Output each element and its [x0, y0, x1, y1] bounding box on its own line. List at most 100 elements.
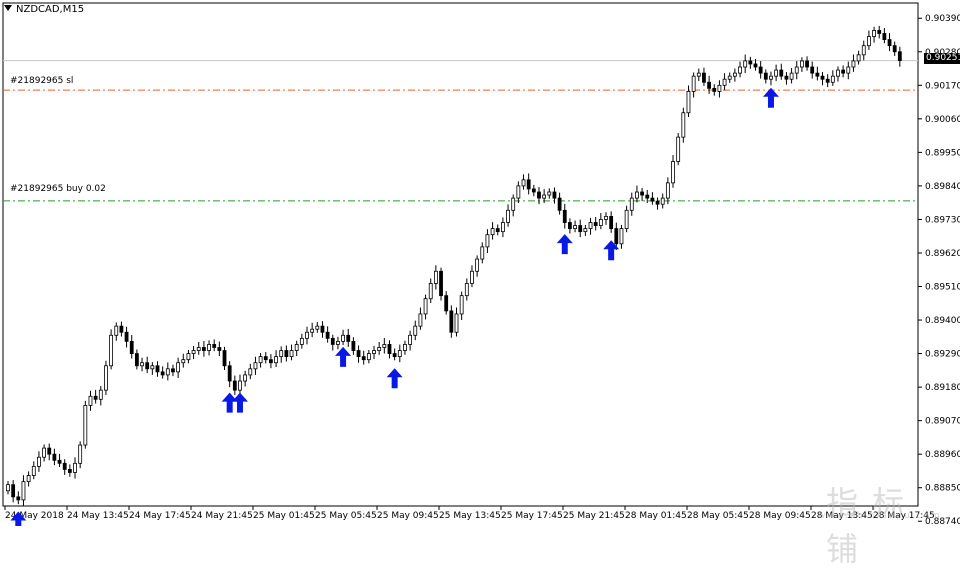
candle-body: [722, 78, 727, 86]
symbol-title[interactable]: NZDCAD,M15: [4, 4, 84, 15]
y-tick-label: 0.89840: [925, 182, 960, 192]
candle-body: [140, 362, 144, 367]
candle-body: [336, 340, 340, 345]
y-tick-label: 0.90170: [925, 81, 960, 91]
candle-body: [449, 310, 454, 333]
candle-body: [454, 313, 459, 333]
candle-body: [542, 194, 547, 199]
candle-body: [897, 51, 902, 62]
x-tick-label: 25 May 09:45: [377, 511, 439, 521]
candle-body: [738, 66, 742, 74]
watermark: 指标铺: [826, 484, 919, 568]
y-tick-label: 0.88850: [925, 484, 960, 494]
candle-body: [521, 179, 526, 187]
candle-body: [325, 331, 330, 339]
candle-body: [717, 84, 722, 92]
dropdown-triangle-icon[interactable]: [4, 5, 12, 11]
candle-body: [552, 191, 557, 199]
candle-body: [11, 484, 16, 498]
candle-body: [315, 325, 320, 330]
candle-body: [26, 475, 31, 483]
y-tick-label: 0.90280: [925, 48, 960, 58]
candle-body: [263, 356, 268, 361]
candle-body: [181, 359, 186, 364]
candle-body: [37, 456, 41, 467]
candle-body: [165, 368, 170, 376]
candle-body: [624, 209, 629, 229]
candle-body: [676, 136, 681, 162]
candle-body: [820, 75, 825, 80]
candle-body: [124, 331, 129, 342]
y-tick-label: 0.88960: [925, 450, 960, 460]
candle-body: [418, 313, 423, 327]
candle-body: [485, 234, 490, 248]
candle-body: [655, 200, 660, 205]
candle-body: [42, 447, 46, 458]
candle-body: [799, 60, 804, 68]
candle-body: [573, 225, 577, 229]
candle-body: [227, 365, 232, 382]
candle-body: [867, 36, 871, 47]
candle-body: [238, 380, 242, 391]
candle-body: [320, 325, 325, 333]
candle-body: [284, 350, 289, 358]
y-tick-label: 0.89510: [925, 283, 960, 293]
candle-body: [578, 225, 583, 233]
candle-body: [789, 72, 794, 80]
candle-body: [645, 194, 650, 199]
x-tick-label: 24 May 17:45: [129, 511, 191, 521]
candle-body: [109, 334, 114, 367]
candle-body: [887, 39, 892, 47]
candle-body: [861, 45, 866, 56]
candle-body: [289, 350, 294, 358]
candle-body: [691, 75, 696, 92]
candle-body: [500, 222, 505, 233]
candle-body: [604, 215, 608, 220]
candle-body: [702, 72, 706, 83]
current-price-box: 0.90251: [924, 53, 960, 64]
candle-body: [93, 395, 98, 400]
candle-body: [269, 359, 273, 364]
y-tick-label: 0.89620: [925, 249, 960, 259]
candle-body: [635, 191, 639, 199]
candle-body: [196, 347, 201, 351]
candle-body: [810, 66, 815, 74]
candle-body: [258, 356, 263, 364]
candle-body: [851, 60, 856, 68]
candle-body: [830, 75, 835, 83]
candle-body: [356, 350, 361, 358]
candle-body: [433, 270, 438, 284]
sl-order-label: #21892965 sl: [10, 76, 74, 86]
candle-body: [119, 325, 124, 333]
candle-body: [191, 350, 196, 354]
candle-body: [707, 81, 712, 89]
candle-body: [78, 444, 83, 464]
candle-body: [825, 78, 830, 83]
candle-body: [872, 30, 876, 37]
price-chart[interactable]: 0.90390 0.90280 0.90170 0.90060 0.89950 0.898…: [0, 0, 960, 526]
y-tick-label: 0.89400: [925, 316, 960, 326]
symbol-label: NZDCAD,M15: [16, 4, 85, 15]
candle-body: [526, 179, 531, 190]
candle-body: [464, 283, 469, 297]
candle-body: [6, 484, 10, 492]
candle-body: [490, 228, 495, 236]
candle-body: [475, 258, 480, 272]
candle-body: [145, 362, 150, 370]
candle-body: [815, 72, 820, 77]
candle-body: [83, 404, 88, 446]
candle-body: [155, 365, 160, 373]
candle-body: [614, 228, 619, 245]
candle-body: [511, 197, 516, 211]
candle-body: [351, 340, 356, 351]
candle-body: [171, 368, 175, 373]
candle-body: [779, 69, 784, 77]
candle-body: [403, 344, 407, 351]
x-tick-label: 25 May 01:45: [253, 511, 315, 521]
candle-body: [310, 328, 315, 333]
buy-arrow-icon: [335, 346, 352, 367]
candle-body: [372, 350, 376, 354]
x-tick-label: 28 May 05:45: [687, 511, 749, 521]
candle-body: [696, 72, 701, 77]
